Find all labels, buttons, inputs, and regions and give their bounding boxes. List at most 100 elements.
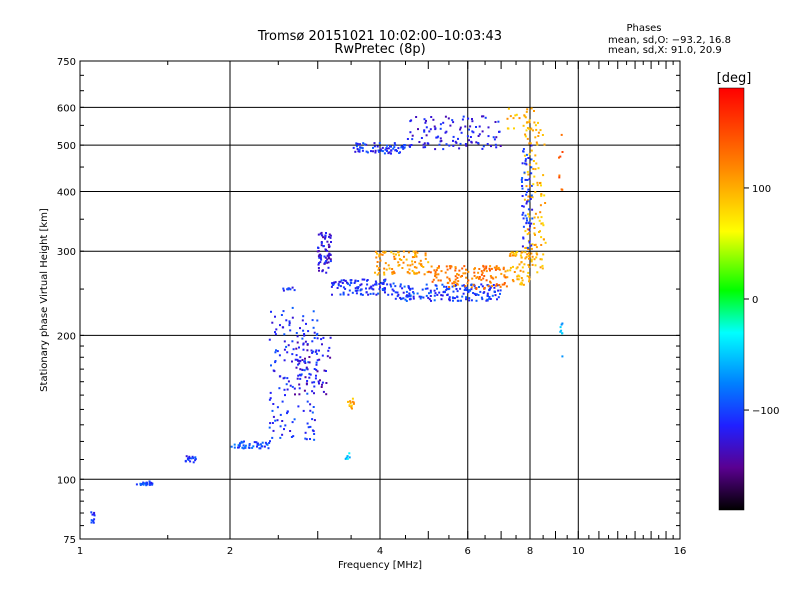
x-tick-label: 1 <box>77 546 83 557</box>
echo-point <box>466 135 469 138</box>
echo-point <box>384 262 387 265</box>
echo-point <box>349 401 352 404</box>
echo-point <box>540 244 543 246</box>
echo-point <box>339 285 342 288</box>
echo-point <box>457 280 460 283</box>
echo-point <box>412 250 415 253</box>
echo-point <box>299 327 301 330</box>
echo-point <box>472 283 475 286</box>
echo-point <box>312 406 315 408</box>
echo-point <box>281 400 284 403</box>
echo-point <box>537 167 540 170</box>
echo-point <box>522 211 525 214</box>
echo-point <box>459 128 462 131</box>
echo-point <box>251 446 254 449</box>
echo-point <box>468 297 471 300</box>
echo-point <box>459 287 462 290</box>
echo-point <box>473 274 476 277</box>
echo-point <box>541 222 544 225</box>
echo-point <box>486 294 489 297</box>
echo-point <box>393 146 396 149</box>
echo-point <box>376 261 379 263</box>
echo-point <box>438 265 440 268</box>
echo-point <box>512 252 515 255</box>
echo-point <box>539 182 541 185</box>
echo-point <box>542 253 545 256</box>
echo-point <box>92 513 95 516</box>
echo-point <box>315 374 317 377</box>
echo-point <box>478 277 481 280</box>
echo-point <box>466 282 469 285</box>
echo-point <box>392 147 395 150</box>
echo-point <box>495 284 498 287</box>
echo-point <box>408 272 411 275</box>
echo-point <box>375 283 378 286</box>
echo-point <box>409 287 412 290</box>
echo-point <box>391 288 394 291</box>
echo-point <box>528 257 530 260</box>
echo-point <box>535 141 538 144</box>
echo-point <box>526 219 528 222</box>
echo-point <box>442 291 445 294</box>
echo-point <box>452 299 454 302</box>
colorbar-label: [deg] <box>717 71 752 86</box>
echo-point <box>533 232 536 235</box>
echo-point <box>268 442 271 444</box>
echo-point <box>290 436 293 438</box>
echo-point <box>282 377 285 380</box>
echo-point <box>507 127 510 130</box>
echo-point <box>451 282 454 285</box>
chart-title: Tromsø 20151021 10:02:00–10:03:43 <box>257 29 502 44</box>
echo-point <box>528 153 531 156</box>
echo-point <box>458 147 461 150</box>
echo-point <box>468 299 471 302</box>
echo-point <box>280 314 283 316</box>
echo-point <box>396 291 399 294</box>
echo-point <box>422 143 425 146</box>
echo-point <box>529 198 532 200</box>
echo-point <box>469 125 472 128</box>
echo-point <box>383 267 386 270</box>
echo-point <box>424 146 427 149</box>
echo-point <box>411 287 414 290</box>
echo-point <box>237 446 240 449</box>
echo-point <box>327 261 330 264</box>
echo-point <box>305 322 307 325</box>
echo-point <box>558 176 561 179</box>
echo-point <box>506 269 509 272</box>
echo-point <box>465 144 468 147</box>
echo-point <box>527 264 530 266</box>
echo-point <box>476 276 479 279</box>
echo-point <box>515 267 518 270</box>
echo-point <box>448 296 451 299</box>
echo-point <box>412 291 415 294</box>
echo-point <box>358 148 361 151</box>
echo-point <box>539 211 542 214</box>
echo-point <box>528 215 531 218</box>
echo-point <box>381 253 384 256</box>
echo-point <box>408 287 411 290</box>
echo-point <box>328 257 331 260</box>
echo-point <box>374 149 377 152</box>
echo-point <box>303 389 306 392</box>
echo-point <box>530 166 533 169</box>
echo-point <box>148 483 151 486</box>
echo-point <box>511 279 514 281</box>
echo-point <box>361 278 364 281</box>
echo-point <box>324 234 327 237</box>
echo-point <box>520 281 523 284</box>
echo-point <box>481 298 484 301</box>
echo-point <box>449 265 452 268</box>
echo-point <box>321 383 323 386</box>
echo-point <box>542 238 545 241</box>
echo-point <box>330 241 332 243</box>
echo-point <box>539 129 542 132</box>
echo-point <box>303 360 306 363</box>
echo-point <box>524 251 527 254</box>
echo-point <box>315 349 318 352</box>
echo-point <box>530 158 533 161</box>
echo-point <box>509 115 512 118</box>
echo-point <box>257 443 260 446</box>
echo-point <box>380 149 383 152</box>
echo-point <box>382 281 385 284</box>
